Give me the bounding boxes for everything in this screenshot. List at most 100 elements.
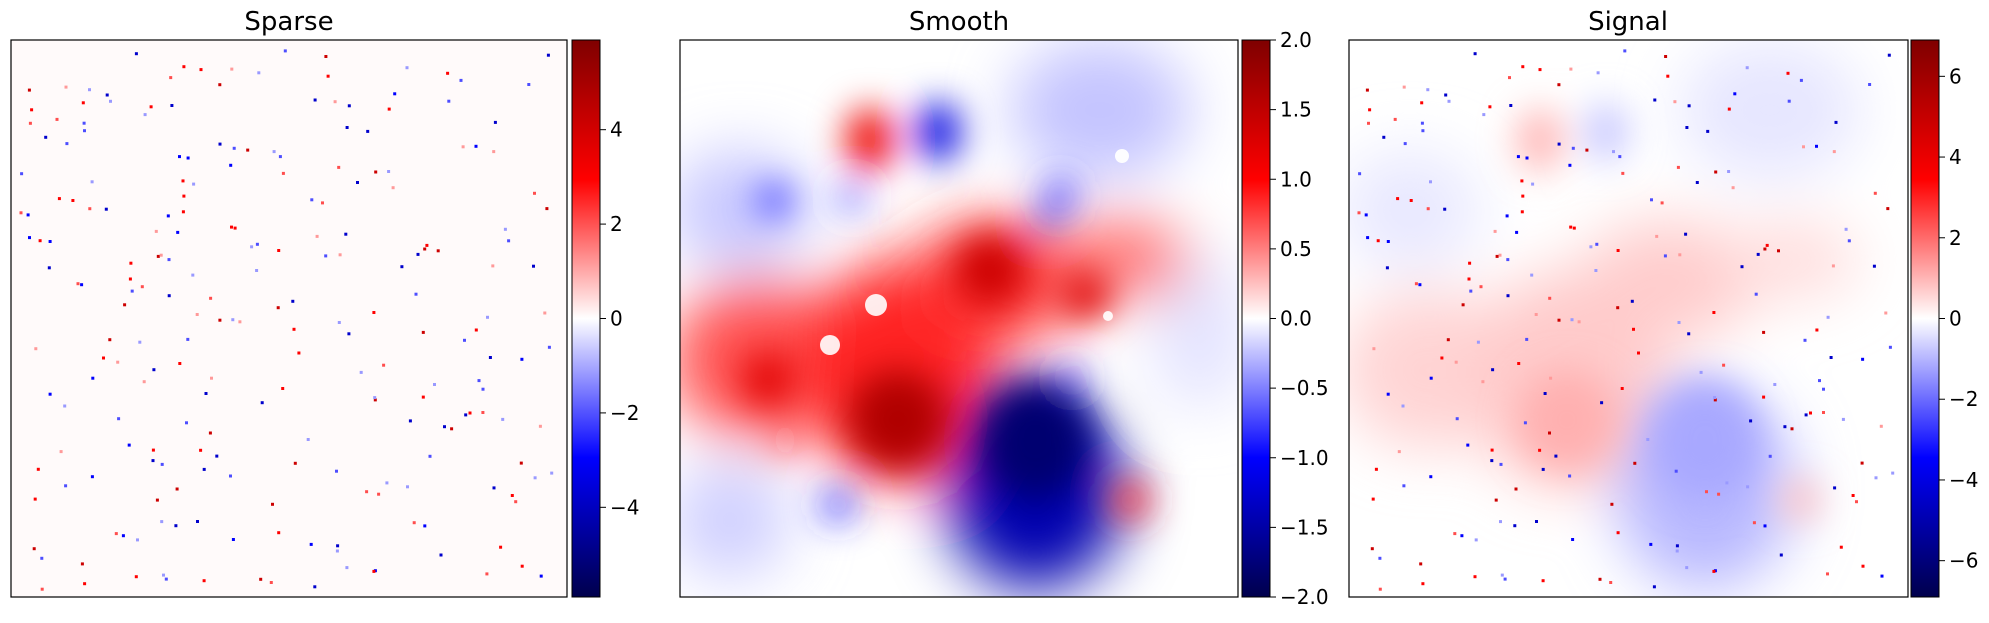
sparse-point bbox=[1790, 427, 1794, 431]
sparse-point bbox=[1616, 249, 1620, 252]
colorbar-sparse bbox=[571, 39, 601, 598]
sparse-point bbox=[1891, 471, 1895, 475]
smooth-white-spot bbox=[820, 335, 840, 355]
sparse-point bbox=[492, 486, 496, 490]
sparse-point bbox=[176, 230, 180, 234]
sparse-point bbox=[1506, 258, 1510, 262]
sparse-point bbox=[393, 92, 397, 96]
sparse-point bbox=[1826, 572, 1829, 576]
sparse-point bbox=[1684, 232, 1688, 236]
sparse-point bbox=[297, 351, 301, 355]
sparse-point bbox=[1474, 538, 1478, 542]
sparse-point bbox=[195, 313, 199, 316]
sparse-point bbox=[1466, 443, 1470, 447]
sparse-point bbox=[345, 126, 349, 129]
colorbar-tick-label: −2 bbox=[610, 401, 639, 425]
panel-signal: Signal 6 4 2 0 −2 −4 −6 bbox=[1348, 7, 1978, 598]
sparse-point bbox=[503, 227, 507, 231]
sparse-point bbox=[499, 545, 503, 549]
sparse-point bbox=[38, 239, 42, 243]
sparse-point bbox=[170, 104, 174, 107]
sparse-point bbox=[421, 395, 425, 399]
sparse-point bbox=[229, 474, 232, 478]
sparse-point bbox=[1570, 318, 1574, 322]
sparse-point bbox=[488, 356, 492, 359]
sparse-point bbox=[347, 332, 351, 336]
sparse-point bbox=[1595, 242, 1599, 246]
sparse-point bbox=[1364, 213, 1368, 217]
sparse-point bbox=[250, 245, 254, 249]
sparse-point bbox=[338, 253, 342, 257]
sparse-point bbox=[40, 556, 44, 560]
sparse-point bbox=[1740, 265, 1744, 269]
sparse-point bbox=[372, 569, 376, 573]
sparse-point bbox=[436, 249, 440, 253]
sparse-point bbox=[1444, 93, 1448, 97]
sparse-point bbox=[1609, 581, 1613, 584]
sparse-point bbox=[1517, 362, 1521, 365]
sparse-point bbox=[1513, 524, 1517, 528]
sparse-point bbox=[1418, 283, 1422, 287]
sparse-point bbox=[335, 469, 338, 473]
sparse-point bbox=[1386, 392, 1390, 396]
sparse-point bbox=[1803, 338, 1807, 342]
panel-sparse: Sparse −4 −2 0 2 4 bbox=[10, 7, 639, 598]
sparse-point bbox=[80, 283, 84, 287]
sparse-point bbox=[1500, 573, 1504, 577]
sparse-point bbox=[1713, 398, 1717, 402]
sparse-point bbox=[1426, 207, 1430, 211]
sparse-point bbox=[1841, 417, 1845, 421]
sparse-point bbox=[1503, 577, 1507, 581]
sparse-point bbox=[1393, 117, 1397, 121]
sparse-point bbox=[1371, 497, 1375, 501]
sparse-point bbox=[231, 538, 235, 541]
sparse-point bbox=[1874, 476, 1878, 480]
sparse-point bbox=[1521, 65, 1525, 69]
sparse-point bbox=[1548, 296, 1552, 300]
sparse-point bbox=[1499, 520, 1502, 524]
sparse-point bbox=[186, 337, 190, 341]
sparse-point bbox=[1467, 277, 1471, 281]
sparse-point bbox=[1429, 180, 1432, 184]
sparse-point bbox=[1822, 387, 1825, 391]
sparse-point bbox=[182, 194, 186, 198]
smooth-white-spot bbox=[865, 294, 887, 316]
signal-blobs bbox=[1516, 102, 1820, 520]
sparse-point bbox=[337, 321, 341, 324]
panel-title-sparse: Sparse bbox=[244, 7, 333, 37]
sparse-point bbox=[1520, 179, 1524, 183]
sparse-point bbox=[1818, 379, 1821, 383]
sparse-point bbox=[1733, 92, 1737, 96]
sparse-point bbox=[1725, 481, 1729, 485]
colorbar-tick-label: 1.0 bbox=[1280, 167, 1312, 191]
sparse-point bbox=[1786, 71, 1790, 75]
sparse-point bbox=[233, 226, 237, 230]
sparse-point bbox=[1498, 253, 1502, 257]
sparse-point bbox=[532, 264, 535, 268]
sparse-point bbox=[202, 467, 206, 471]
sparse-point bbox=[156, 254, 160, 258]
sparse-dots bbox=[19, 49, 554, 591]
sparse-point bbox=[1839, 545, 1843, 549]
sparse-point bbox=[1402, 85, 1406, 89]
sparse-point bbox=[1695, 181, 1699, 184]
axes-frame-signal bbox=[1348, 39, 1909, 598]
sparse-point bbox=[543, 311, 547, 315]
sparse-point bbox=[109, 99, 112, 103]
sparse-point bbox=[464, 413, 468, 417]
sparse-point bbox=[1506, 294, 1510, 298]
sparse-point bbox=[230, 67, 234, 71]
sparse-point bbox=[293, 461, 297, 465]
sparse-point bbox=[1488, 105, 1492, 109]
sparse-point bbox=[1455, 417, 1459, 421]
sparse-point bbox=[468, 411, 472, 415]
colorbar-tick-label: 0.5 bbox=[1280, 237, 1312, 261]
colorbar-ticks-smooth: 2.0 1.5 1.0 0.5 0.0 −0.5 −1.0 −1.5 −2.0 bbox=[1270, 28, 1329, 609]
sparse-point bbox=[1779, 553, 1783, 557]
sparse-point bbox=[1879, 424, 1883, 428]
sparse-point bbox=[1521, 194, 1525, 198]
sparse-point bbox=[1861, 357, 1865, 361]
sparse-point bbox=[215, 454, 219, 458]
sparse-point bbox=[1847, 239, 1851, 243]
sparse-point bbox=[218, 318, 222, 322]
